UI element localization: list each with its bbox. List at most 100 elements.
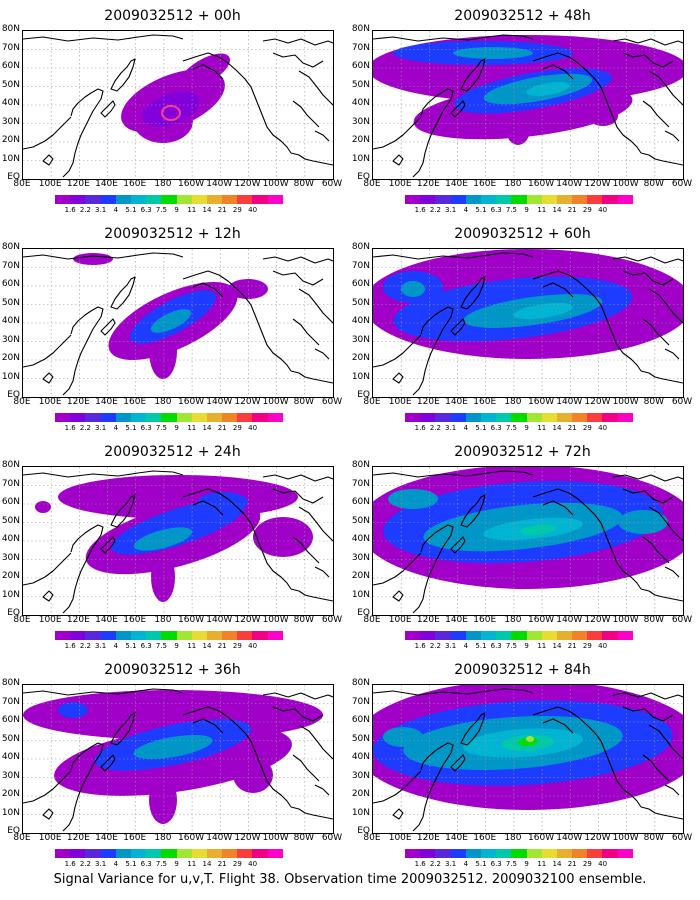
lon-tick-label: 120E <box>66 833 90 843</box>
colorbar-swatch <box>541 195 557 204</box>
colorbar-swatch <box>237 195 253 204</box>
colorbar-swatch <box>237 631 253 640</box>
lon-tick-label: 80E <box>363 179 381 189</box>
colorbar-swatch <box>161 413 177 422</box>
colorbar-label: 5.1 <box>475 642 487 650</box>
lat-tick-label: 40N <box>351 316 370 326</box>
colorbar-label: 29 <box>232 860 242 868</box>
colorbar-label: 14 <box>552 860 562 868</box>
colorbar-swatch <box>115 631 131 640</box>
colorbar-swatch <box>480 195 497 204</box>
colorbar-swatch <box>55 631 71 640</box>
lat-tick-label: 10N <box>1 371 20 382</box>
lat-tick-label: 50N <box>1 297 20 308</box>
lon-tick-label: 160E <box>123 397 147 407</box>
lat-tick-label: 50N <box>351 297 370 308</box>
lat-tick-label: 20N <box>351 135 370 145</box>
colorbar-swatch <box>191 631 207 640</box>
lon-tick-label: 140E <box>95 179 118 189</box>
colorbar-swatch <box>146 195 162 204</box>
lon-tick-label: 60W <box>671 397 693 407</box>
lat-tick-label: 60N <box>351 715 370 725</box>
colorbar-swatch <box>405 413 421 422</box>
lat-tick-label: EQ <box>7 826 20 836</box>
lon-tick-label: 80E <box>13 615 31 625</box>
colorbar-label: 14 <box>202 860 212 868</box>
panel-title: 2009032512 + 48h <box>454 8 591 24</box>
colorbar-label: 7.5 <box>155 642 167 650</box>
lon-tick-label: 100W <box>262 179 289 189</box>
colorbar-label: 11 <box>187 424 197 432</box>
colorbar-label: 40 <box>598 642 608 650</box>
colorbar-label: 14 <box>202 206 212 214</box>
lon-tick-label: 60W <box>671 615 693 625</box>
colorbar-label: 3.1 <box>445 206 457 214</box>
colorbar-swatch <box>572 195 588 204</box>
colorbar-swatch <box>602 413 618 422</box>
colorbar-label: 21 <box>567 642 577 650</box>
colorbar-swatch <box>252 631 268 640</box>
lon-tick-label: 140W <box>206 833 233 843</box>
lat-tick-label: EQ <box>7 390 20 400</box>
lat-tick-label: 60N <box>1 61 20 71</box>
colorbar-swatch <box>420 849 436 858</box>
lon-tick-label: 160W <box>178 615 205 625</box>
colorbar-swatch <box>130 413 147 422</box>
lat-tick-label: 70N <box>351 260 370 271</box>
colorbar-label: 1.6 <box>414 206 426 214</box>
colorbar-label: 3.1 <box>95 206 107 214</box>
colorbar-swatch <box>450 849 466 858</box>
colorbar-label: 40 <box>248 642 258 650</box>
lon-tick-label: 160E <box>123 615 147 625</box>
colorbar-label: 9 <box>524 206 529 214</box>
lat-tick-label: 30N <box>1 770 20 781</box>
colorbar-swatch <box>191 849 207 858</box>
colorbar-label: 6.3 <box>140 860 152 868</box>
lat-tick-label: 50N <box>351 733 370 744</box>
colorbar-swatch <box>115 413 131 422</box>
lon-tick-label: 120E <box>66 179 90 189</box>
colorbar-label: 1.6 <box>64 424 76 432</box>
lon-tick-label: 140E <box>445 833 468 843</box>
lat-tick-label: 70N <box>1 696 20 707</box>
colorbar-swatch <box>70 413 86 422</box>
lon-tick-label: 100E <box>38 615 62 625</box>
colorbar-swatch <box>587 413 603 422</box>
lon-tick-label: 140W <box>556 833 583 843</box>
lon-tick-label: 180 <box>504 397 522 407</box>
colorbar-swatch <box>176 849 192 858</box>
colorbar-swatch <box>602 195 618 204</box>
colorbar-label: 1.6 <box>64 860 76 868</box>
colorbar-swatch <box>115 195 131 204</box>
colorbar-label: 2.2 <box>429 206 441 214</box>
colorbar-swatch <box>435 631 451 640</box>
lat-tick-label: 10N <box>351 589 370 600</box>
lat-tick-label: 10N <box>1 807 20 818</box>
colorbar-label: 3.1 <box>445 860 457 868</box>
colorbar-swatch <box>405 849 421 858</box>
colorbar-label: 5.1 <box>475 860 487 868</box>
map-panel: 2009032512 + 72h EQ 10N 20N 30N 40N 50N 60N 70N 8… <box>350 436 695 661</box>
map-area <box>372 466 684 616</box>
colorbar-label: 6.3 <box>490 860 502 868</box>
colorbar-swatch <box>100 849 116 858</box>
lon-tick-label: 160W <box>528 179 555 189</box>
colorbar-label: 3.1 <box>95 860 107 868</box>
lon-tick-label: 80W <box>293 615 314 625</box>
map-area <box>22 248 334 398</box>
lat-tick-label: 80N <box>351 678 370 688</box>
colorbar <box>55 631 283 640</box>
map-panel: 2009032512 + 36h EQ 10N 20N 30N 40N 50N 60N 70N 8… <box>0 654 345 879</box>
colorbar-swatch <box>602 631 618 640</box>
lon-tick-label: 180 <box>154 179 172 189</box>
lat-tick-label: 60N <box>351 61 370 71</box>
lat-tick-label: EQ <box>357 826 370 836</box>
colorbar-swatch <box>206 849 223 858</box>
lon-tick-label: 100E <box>388 833 412 843</box>
colorbar-label: 11 <box>537 642 547 650</box>
lon-tick-label: 60W <box>321 397 343 407</box>
colorbar-swatch <box>420 413 436 422</box>
lon-tick-label: 160W <box>528 615 555 625</box>
colorbar-label: 9 <box>174 424 179 432</box>
colorbar-label: 40 <box>248 860 258 868</box>
